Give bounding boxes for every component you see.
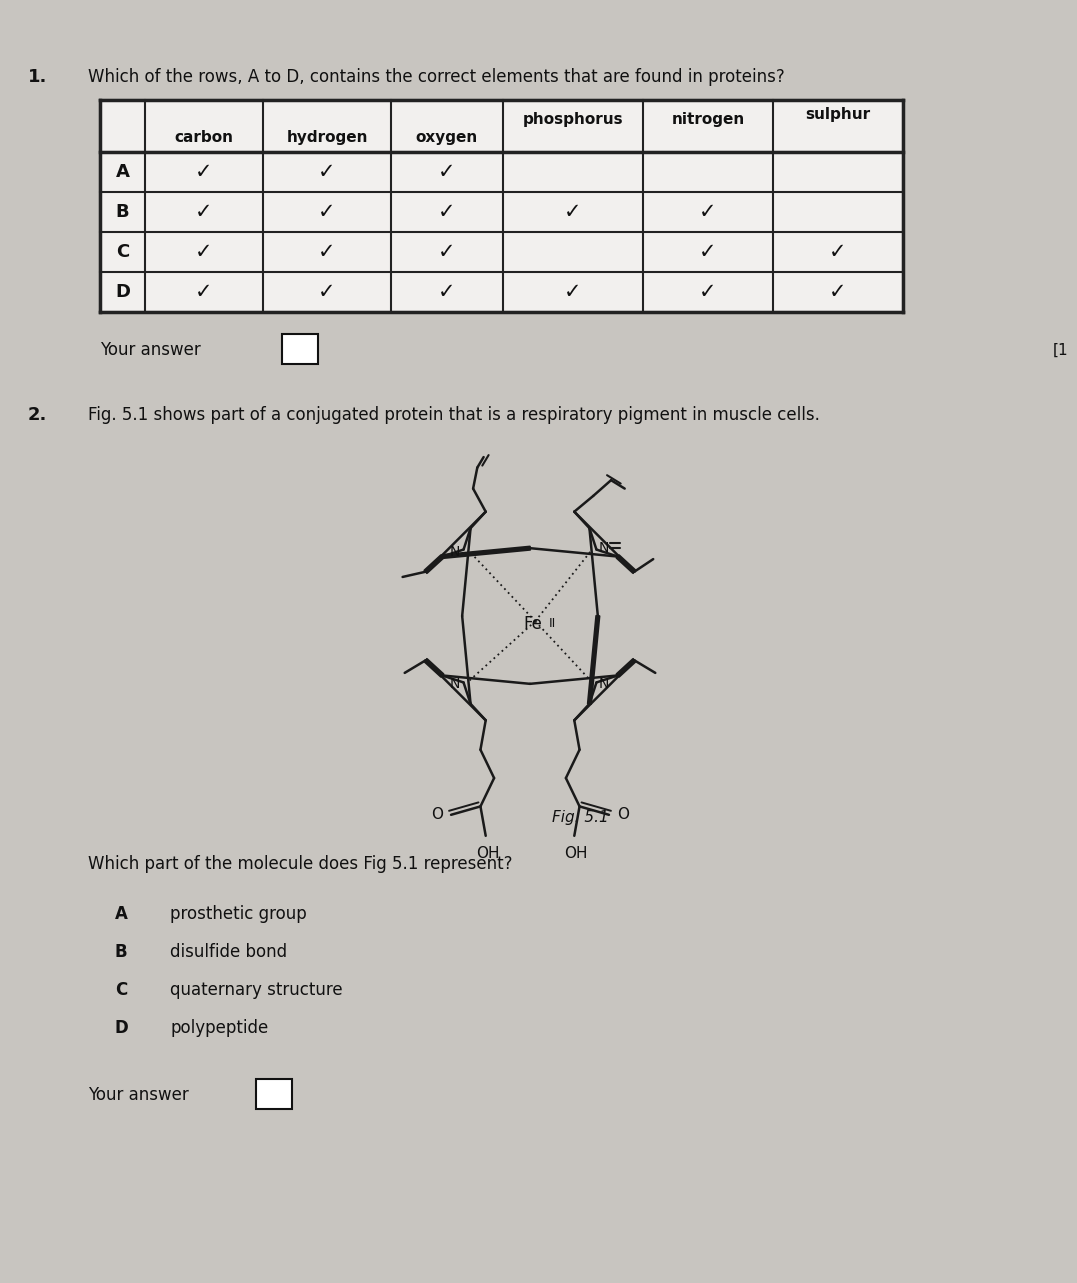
Text: A: A <box>115 906 128 924</box>
Text: II: II <box>548 617 556 630</box>
Text: ✓: ✓ <box>829 242 847 262</box>
Text: B: B <box>115 203 129 221</box>
Text: OH: OH <box>564 845 588 861</box>
Text: C: C <box>115 981 127 999</box>
Text: D: D <box>115 284 130 302</box>
Text: carbon: carbon <box>174 130 234 145</box>
Text: oxygen: oxygen <box>416 130 478 145</box>
Text: [1: [1 <box>1052 343 1068 358</box>
Text: N: N <box>599 677 609 692</box>
Text: disulfide bond: disulfide bond <box>170 943 288 961</box>
Text: ✓: ✓ <box>564 282 582 302</box>
Text: ✓: ✓ <box>318 201 336 222</box>
Text: ✓: ✓ <box>318 242 336 262</box>
Text: Fig. 5.1 shows part of a conjugated protein that is a respiratory pigment in mus: Fig. 5.1 shows part of a conjugated prot… <box>88 405 820 423</box>
Text: OH: OH <box>476 845 500 861</box>
Text: ✓: ✓ <box>318 282 336 302</box>
Text: O: O <box>617 807 629 822</box>
Text: D: D <box>115 1019 129 1037</box>
Text: prosthetic group: prosthetic group <box>170 906 307 924</box>
Bar <box>100 100 903 312</box>
Bar <box>282 334 318 364</box>
Text: Fig. 5.1: Fig. 5.1 <box>551 811 609 825</box>
Text: nitrogen: nitrogen <box>671 112 744 127</box>
Text: ✓: ✓ <box>699 282 717 302</box>
Text: hydrogen: hydrogen <box>286 130 367 145</box>
Text: O: O <box>431 807 443 822</box>
Text: ✓: ✓ <box>195 242 213 262</box>
Text: Which part of the molecule does Fig 5.1 represent?: Which part of the molecule does Fig 5.1 … <box>88 856 513 874</box>
Text: A: A <box>115 163 129 181</box>
Text: ✓: ✓ <box>829 282 847 302</box>
Text: Which of the rows, A to D, contains the correct elements that are found in prote: Which of the rows, A to D, contains the … <box>88 68 785 86</box>
Text: Fe: Fe <box>523 616 543 634</box>
Text: B: B <box>115 943 128 961</box>
Text: N: N <box>449 677 460 692</box>
Text: Your answer: Your answer <box>88 1087 188 1105</box>
Text: Your answer: Your answer <box>100 341 200 359</box>
Text: ✓: ✓ <box>195 201 213 222</box>
Text: polypeptide: polypeptide <box>170 1019 268 1037</box>
Text: 1.: 1. <box>28 68 47 86</box>
Text: 2.: 2. <box>28 405 47 423</box>
Text: ✓: ✓ <box>195 282 213 302</box>
Text: sulphur: sulphur <box>806 106 870 122</box>
Text: ✓: ✓ <box>195 162 213 182</box>
Text: quaternary structure: quaternary structure <box>170 981 342 999</box>
Text: ✓: ✓ <box>318 162 336 182</box>
Bar <box>256 1079 292 1110</box>
Text: ✓: ✓ <box>438 282 456 302</box>
Text: ✓: ✓ <box>438 242 456 262</box>
Text: phosphorus: phosphorus <box>522 112 624 127</box>
Text: ✓: ✓ <box>438 201 456 222</box>
Text: ✓: ✓ <box>699 242 717 262</box>
Text: N: N <box>449 544 460 558</box>
Text: N: N <box>599 540 609 554</box>
Text: C: C <box>116 242 129 260</box>
Text: ✓: ✓ <box>438 162 456 182</box>
Text: ✓: ✓ <box>699 201 717 222</box>
Text: ✓: ✓ <box>564 201 582 222</box>
